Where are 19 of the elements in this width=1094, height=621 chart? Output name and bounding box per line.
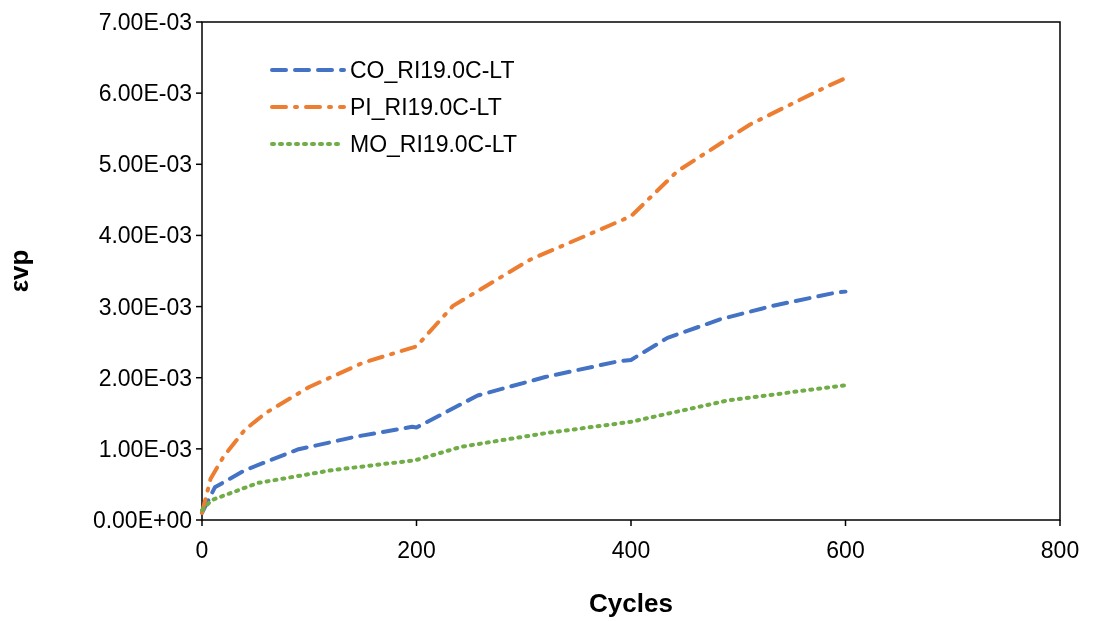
y-tick-label: 5.00E-03 <box>98 151 192 178</box>
y-tick-label: 3.00E-03 <box>98 293 192 320</box>
x-tick-label: 400 <box>611 537 651 563</box>
y-axis-title: εvp <box>4 249 34 293</box>
legend-label: CO_RI19.0C-LT <box>350 57 515 84</box>
y-tick-label: 2.00E-03 <box>98 364 192 391</box>
y-tick-label: 1.00E-03 <box>98 435 192 462</box>
x-axis-title: Cycles <box>589 588 673 618</box>
y-tick-label: 4.00E-03 <box>98 222 192 249</box>
y-tick-label: 7.00E-03 <box>98 9 192 36</box>
legend-label: MO_RI19.0C-LT <box>350 131 518 158</box>
legend-label: PI_RI19.0C-LT <box>350 94 502 121</box>
x-tick-label: 800 <box>1040 537 1080 563</box>
y-tick-label: 6.00E-03 <box>98 80 192 107</box>
x-tick-label: 600 <box>826 537 865 563</box>
y-tick-label: 0.00E+00 <box>92 507 192 534</box>
x-tick-label: 200 <box>397 537 436 563</box>
x-tick-label: 0 <box>195 537 209 563</box>
line-series <box>200 383 848 513</box>
